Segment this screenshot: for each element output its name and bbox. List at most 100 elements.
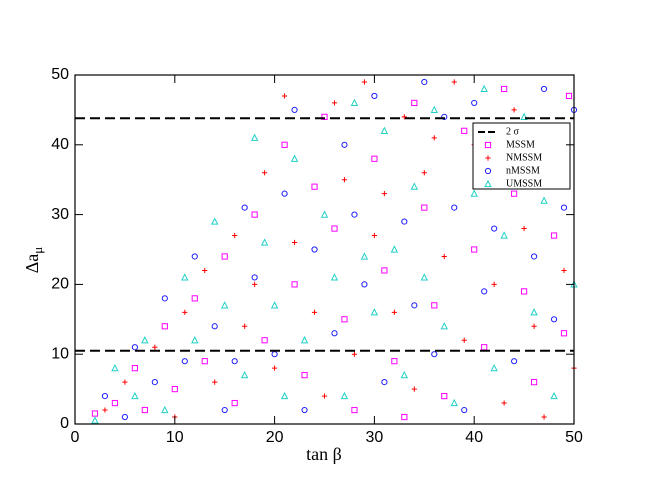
point [281,141,288,148]
point [561,267,567,274]
point [511,107,517,113]
point [291,239,298,246]
point [131,344,138,351]
point [521,225,527,232]
point [211,323,218,330]
point [161,323,168,330]
point [191,253,198,260]
x-tick-label: 50 [565,429,583,446]
point [240,370,249,379]
point [202,267,208,274]
point [421,170,427,176]
point [350,98,359,107]
point [511,190,518,197]
point [271,351,278,358]
y-tick-label: 0 [60,415,69,432]
point [491,225,498,232]
point [560,204,568,211]
legend-marker [484,179,492,188]
point [501,85,508,93]
point [182,309,188,315]
point [441,113,448,120]
point [451,79,457,85]
legend-marker [484,141,492,149]
point [371,232,377,239]
point [330,273,339,281]
point [171,386,178,393]
legend-label: MSSM [506,139,535,150]
point [331,225,338,232]
point [311,309,318,315]
point [431,351,438,358]
point [360,252,369,260]
point [361,79,368,85]
point [560,330,568,337]
point [471,246,478,253]
point [441,392,448,400]
point [102,407,108,413]
point [341,141,348,148]
point [431,135,437,141]
point [501,400,507,406]
y-tick-label: 50 [51,66,69,83]
point [291,106,298,114]
point [270,301,279,309]
y-axis-label-sub: μ [30,247,45,254]
point [541,414,547,420]
point [261,337,268,344]
point [151,379,158,386]
point [420,273,429,281]
point [421,204,428,211]
point [152,344,158,350]
point [272,365,278,371]
point [251,274,258,281]
point [450,398,458,407]
point [421,78,428,86]
legend-label: 2 σ [506,126,520,137]
point [411,99,418,107]
point [241,204,248,211]
y-tick-label: 30 [51,206,69,223]
point [390,245,399,253]
legend-marker [484,167,492,175]
point [341,177,348,183]
point [381,191,387,197]
point [481,288,488,295]
point [161,405,169,414]
point [351,406,358,414]
point [141,336,149,344]
point [381,379,388,386]
point [351,211,358,218]
point [520,112,528,120]
point [221,406,228,414]
point [481,344,488,351]
x-tick-label: 20 [266,429,284,446]
point [530,379,538,386]
point [470,189,478,197]
point [320,210,329,218]
point [211,217,219,225]
point [91,410,99,417]
point [410,182,419,190]
x-tick-label: 10 [166,429,184,446]
y-tick-label: 10 [51,345,69,362]
axis-frame [74,74,575,425]
point [242,323,248,329]
point [371,92,378,100]
point [565,92,573,100]
point [550,316,558,323]
legend-box [472,122,571,190]
point [480,84,488,93]
point [301,406,308,414]
point [191,336,199,344]
legend-marker [485,155,491,161]
point [262,170,268,176]
y-axis-label-main: Δa [22,254,42,274]
point [411,302,418,309]
legend-label: UMSSM [506,178,542,189]
point [111,363,119,372]
point [490,363,498,372]
point [181,273,189,281]
point [451,204,458,211]
point [391,358,398,365]
